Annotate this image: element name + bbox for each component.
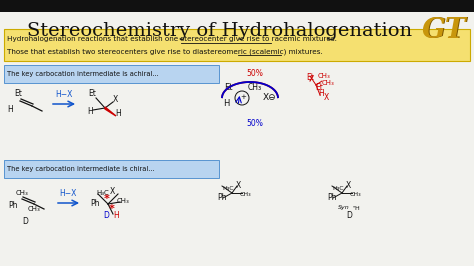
Text: X: X [236,181,241,190]
Text: H−X: H−X [55,90,73,99]
Text: Ph: Ph [90,200,100,209]
Text: 50%: 50% [246,69,264,78]
Text: H₃C: H₃C [222,185,234,190]
Text: Those that establish two stereocenters give rise to diastereomeric (scalemic) mi: Those that establish two stereocenters g… [7,49,323,55]
Text: "H: "H [352,206,360,210]
Text: +: + [240,94,246,100]
Text: H−X: H−X [59,189,77,198]
Text: D: D [103,211,109,221]
Text: The key carbocation intermediate is achiral...: The key carbocation intermediate is achi… [7,71,159,77]
Text: Et: Et [14,89,22,98]
Text: CH₃: CH₃ [240,192,252,197]
Text: CH₃: CH₃ [28,206,41,212]
Text: H: H [113,211,119,221]
Bar [4,160,219,178]
Text: H: H [318,89,324,98]
Text: H: H [87,106,93,115]
Text: Ph: Ph [327,193,337,202]
Text: X: X [346,181,351,190]
Text: Et: Et [88,89,96,98]
Text: *: * [104,194,110,204]
Text: H₃C: H₃C [96,190,109,196]
Text: X: X [112,94,118,103]
Text: H: H [223,99,229,109]
Bar [4,65,219,83]
Text: Hydrohalogenation reactions that establish one stereocenter give rise to racemic: Hydrohalogenation reactions that establi… [7,36,337,42]
Polygon shape [105,107,116,116]
Text: CH₃: CH₃ [318,73,331,79]
Text: GT: GT [422,16,466,44]
Text: Stereochemistry of Hydrohalogenation: Stereochemistry of Hydrohalogenation [27,22,412,40]
Text: H: H [115,110,121,118]
Text: D: D [346,211,352,221]
Text: X: X [110,186,115,196]
Text: CH₃: CH₃ [117,198,130,204]
Text: The key carbocation intermediate is chiral...: The key carbocation intermediate is chir… [7,166,155,172]
Text: CH₃: CH₃ [248,84,262,93]
Text: X: X [324,94,329,102]
Text: GT: GT [423,18,467,44]
Text: H: H [7,105,13,114]
Text: CH₃: CH₃ [16,190,29,196]
Text: Et: Et [224,84,232,93]
Text: H₃C: H₃C [332,185,344,190]
Text: CH₃: CH₃ [322,80,335,86]
Bar [4,29,470,61]
Text: CH₃: CH₃ [350,192,362,197]
Text: *: * [109,204,115,214]
Text: Et: Et [315,84,323,93]
Text: Ph: Ph [217,193,227,202]
Text: Ph: Ph [8,202,18,210]
Text: Et: Et [306,73,314,82]
Text: Syn: Syn [338,206,350,210]
Bar [0,0,474,12]
Text: D: D [22,218,28,227]
Text: 50%: 50% [246,119,264,128]
Text: X⊖: X⊖ [263,94,277,102]
